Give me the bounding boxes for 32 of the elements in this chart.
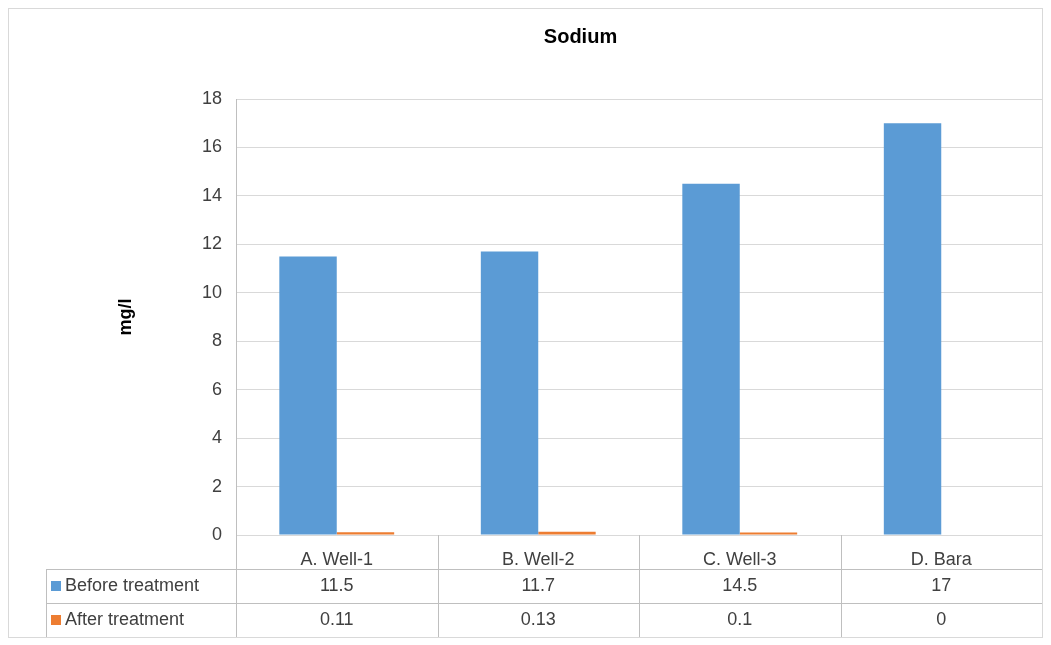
bar bbox=[883, 123, 942, 535]
y-tick-label: 14 bbox=[201, 184, 222, 205]
y-tick-label: 6 bbox=[211, 378, 222, 399]
x-tick-label: C. Well-3 bbox=[702, 548, 777, 569]
data-label: 0.11 bbox=[319, 608, 354, 629]
legend-label: Before treatment bbox=[65, 574, 200, 595]
bar bbox=[480, 251, 539, 535]
data-label: 0 bbox=[936, 608, 947, 629]
x-tick-label: D. Bara bbox=[910, 548, 973, 569]
y-tick-label: 0 bbox=[211, 523, 222, 544]
x-tick-label: B. Well-2 bbox=[501, 548, 575, 569]
x-tick-label: A. Well-1 bbox=[300, 548, 374, 569]
bar bbox=[279, 256, 337, 535]
y-tick-label: 16 bbox=[201, 136, 222, 157]
y-tick-label: 4 bbox=[211, 427, 222, 448]
y-axis-title: mg/l bbox=[114, 298, 135, 336]
y-tick-label: 12 bbox=[201, 233, 222, 254]
y-tick-label: 18 bbox=[201, 87, 222, 108]
data-label: 14.5 bbox=[722, 574, 758, 595]
data-label: 17 bbox=[931, 574, 952, 595]
data-label: 11.7 bbox=[521, 574, 556, 595]
bar bbox=[682, 183, 740, 535]
data-label: 11.5 bbox=[319, 574, 354, 595]
y-tick-label: 10 bbox=[201, 281, 222, 302]
bar bbox=[336, 532, 395, 535]
y-tick-label: 8 bbox=[211, 330, 222, 351]
legend-label: After treatment bbox=[65, 608, 185, 629]
data-label: 0.1 bbox=[727, 608, 753, 629]
y-tick-label: 2 bbox=[211, 475, 222, 496]
chart-title: Sodium bbox=[543, 24, 618, 47]
data-label: 0.13 bbox=[520, 608, 556, 629]
bar bbox=[538, 531, 596, 535]
